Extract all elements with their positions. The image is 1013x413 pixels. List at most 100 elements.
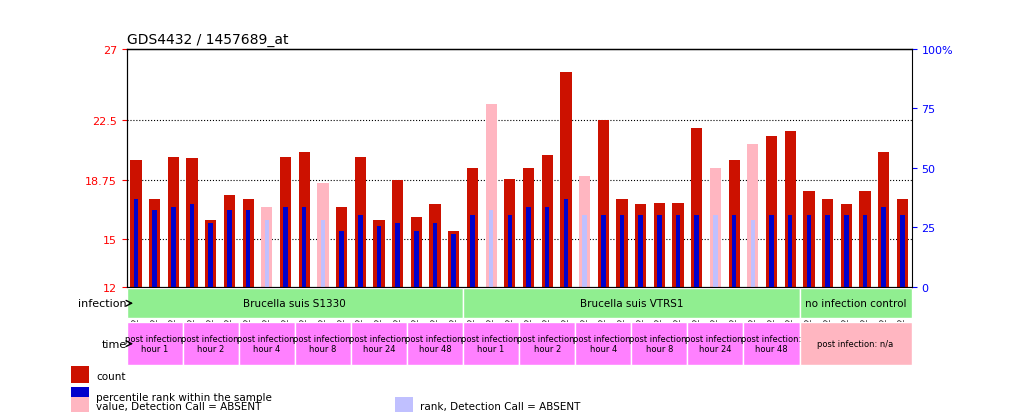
Bar — [71, 366, 89, 383]
FancyBboxPatch shape — [239, 323, 295, 365]
Bar — [788, 216, 792, 287]
Bar — [563, 200, 568, 287]
FancyBboxPatch shape — [127, 289, 463, 318]
Bar — [601, 216, 606, 287]
Text: post infection:
hour 24: post infection: hour 24 — [686, 334, 746, 354]
Bar — [246, 211, 250, 287]
Text: time: time — [101, 339, 127, 349]
Bar — [508, 216, 512, 287]
Text: post infection:
hour 1: post infection: hour 1 — [125, 334, 184, 354]
Bar — [430, 204, 441, 287]
Bar — [878, 152, 889, 287]
FancyBboxPatch shape — [575, 323, 631, 365]
Bar — [339, 232, 343, 287]
Bar — [224, 195, 235, 287]
FancyBboxPatch shape — [463, 323, 520, 365]
Bar — [395, 223, 400, 287]
Bar — [71, 396, 89, 411]
Text: GDS4432 / 1457689_at: GDS4432 / 1457689_at — [127, 33, 288, 47]
Text: rank, Detection Call = ABSENT: rank, Detection Call = ABSENT — [420, 401, 580, 411]
FancyBboxPatch shape — [407, 323, 463, 365]
Bar — [71, 387, 89, 404]
Bar — [901, 216, 905, 287]
Bar — [527, 208, 531, 287]
Bar — [209, 223, 213, 287]
Bar — [545, 208, 549, 287]
Bar — [803, 192, 814, 287]
Bar — [826, 216, 830, 287]
Bar — [395, 396, 413, 411]
Text: no infection control: no infection control — [805, 299, 907, 309]
FancyBboxPatch shape — [688, 323, 744, 365]
Bar — [822, 200, 834, 287]
Bar — [863, 216, 867, 287]
Bar — [227, 211, 232, 287]
Bar — [470, 216, 475, 287]
Bar — [653, 203, 665, 287]
Text: post infection:
hour 4: post infection: hour 4 — [573, 334, 633, 354]
FancyBboxPatch shape — [127, 323, 182, 365]
Text: post infection:
hour 2: post infection: hour 2 — [517, 334, 577, 354]
FancyBboxPatch shape — [631, 323, 688, 365]
FancyBboxPatch shape — [799, 289, 912, 318]
FancyBboxPatch shape — [182, 323, 239, 365]
Text: post infection:
hour 1: post infection: hour 1 — [461, 334, 522, 354]
Bar — [859, 192, 870, 287]
Bar — [582, 216, 587, 287]
Bar — [598, 121, 609, 287]
Bar — [841, 204, 852, 287]
Bar — [392, 180, 403, 287]
Bar — [358, 216, 363, 287]
Bar — [695, 216, 699, 287]
Bar — [785, 132, 796, 287]
Text: post infection:
hour 24: post infection: hour 24 — [348, 334, 409, 354]
Bar — [620, 216, 624, 287]
Bar — [280, 157, 291, 287]
Bar — [673, 203, 684, 287]
Bar — [206, 221, 217, 287]
Bar — [321, 221, 325, 287]
Text: post infection:
hour 2: post infection: hour 2 — [180, 334, 241, 354]
Bar — [134, 200, 138, 287]
Text: post infection:
hour 8: post infection: hour 8 — [629, 334, 690, 354]
Bar — [769, 216, 774, 287]
Bar — [302, 208, 307, 287]
Text: post infection:
hour 4: post infection: hour 4 — [237, 334, 297, 354]
Bar — [284, 208, 288, 287]
Bar — [489, 211, 493, 287]
Text: value, Detection Call = ABSENT: value, Detection Call = ABSENT — [96, 401, 261, 411]
Bar — [336, 208, 347, 287]
Bar — [560, 73, 571, 287]
Text: Brucella suis S1330: Brucella suis S1330 — [243, 299, 346, 309]
Bar — [728, 160, 739, 287]
Bar — [374, 221, 385, 287]
Bar — [806, 216, 811, 287]
Bar — [751, 221, 755, 287]
Text: post infection:
hour 48: post infection: hour 48 — [405, 334, 465, 354]
Bar — [676, 216, 681, 287]
Bar — [355, 157, 366, 287]
Bar — [635, 204, 646, 287]
Bar — [691, 129, 702, 287]
Bar — [448, 232, 459, 287]
Bar — [616, 200, 628, 287]
Bar — [410, 217, 422, 287]
Bar — [189, 204, 194, 287]
Bar — [523, 168, 534, 287]
FancyBboxPatch shape — [463, 289, 799, 318]
Bar — [731, 216, 736, 287]
Bar — [504, 179, 516, 287]
Text: percentile rank within the sample: percentile rank within the sample — [96, 392, 272, 401]
FancyBboxPatch shape — [295, 323, 350, 365]
Text: post infection:
hour 48: post infection: hour 48 — [742, 334, 801, 354]
Bar — [131, 160, 142, 287]
Bar — [467, 168, 478, 287]
FancyBboxPatch shape — [744, 323, 799, 365]
Bar — [844, 216, 849, 287]
Bar — [748, 145, 759, 287]
Bar — [657, 216, 661, 287]
Bar — [242, 200, 253, 287]
Text: infection: infection — [78, 299, 127, 309]
Bar — [168, 157, 179, 287]
Bar — [452, 235, 456, 287]
